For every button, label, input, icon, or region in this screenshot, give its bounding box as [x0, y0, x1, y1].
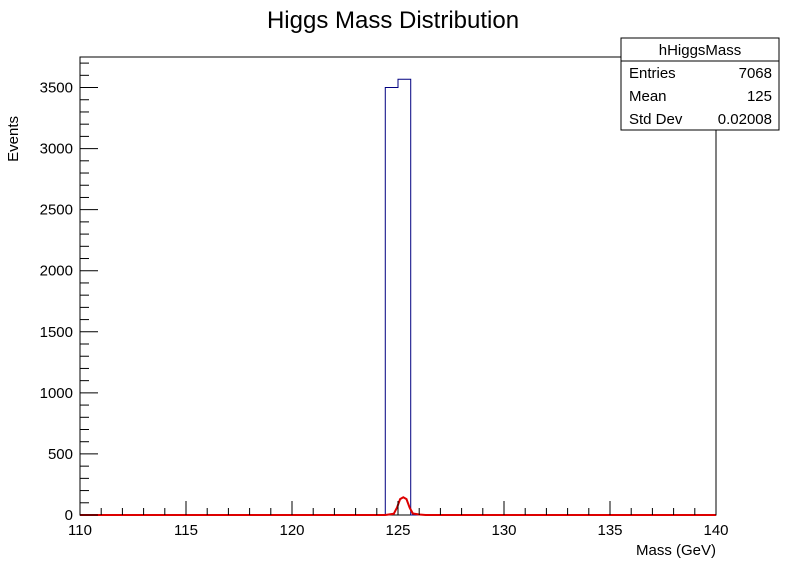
stats-box-title: hHiggsMass — [659, 42, 742, 59]
chart-title: Higgs Mass Distribution — [267, 7, 519, 34]
stats-mean-label: Mean — [629, 88, 667, 105]
x-tick-label: 140 — [703, 522, 728, 539]
stats-mean-value: 125 — [747, 88, 772, 105]
x-tick-label: 130 — [491, 522, 516, 539]
y-tick-label: 1500 — [40, 324, 73, 341]
x-tick-label: 135 — [597, 522, 622, 539]
fit-curve — [80, 496, 716, 516]
stats-stddev-label: Std Dev — [629, 111, 683, 128]
x-tick-label: 115 — [174, 522, 198, 539]
x-tick-label: 120 — [279, 522, 304, 539]
y-axis-ticks: 0 500 1000 1500 2000 2500 3000 3500 — [40, 62, 98, 524]
histogram-outline — [80, 78, 716, 516]
stats-stddev-value: 0.02008 — [718, 111, 772, 128]
x-tick-label: 125 — [385, 522, 410, 539]
stats-entries-label: Entries — [629, 65, 676, 82]
stats-entries-value: 7068 — [739, 65, 772, 82]
y-tick-label: 2000 — [40, 263, 73, 280]
y-axis-label: Events — [5, 116, 22, 162]
stats-box-frame — [620, 37, 780, 131]
y-tick-label: 2500 — [40, 202, 73, 219]
y-tick-label: 0 — [65, 507, 73, 524]
y-tick-label: 1000 — [40, 385, 73, 402]
x-tick-label: 110 — [68, 522, 92, 539]
y-tick-label: 3500 — [40, 80, 73, 97]
y-tick-label: 3000 — [40, 141, 73, 158]
stats-box: hHiggsMass Entries 7068 Mean 125 Std Dev… — [620, 37, 780, 131]
x-axis-ticks: 110 115 120 125 130 135 140 — [68, 501, 729, 539]
x-axis-label: Mass (GeV) — [636, 542, 716, 559]
y-tick-label: 500 — [48, 446, 73, 463]
